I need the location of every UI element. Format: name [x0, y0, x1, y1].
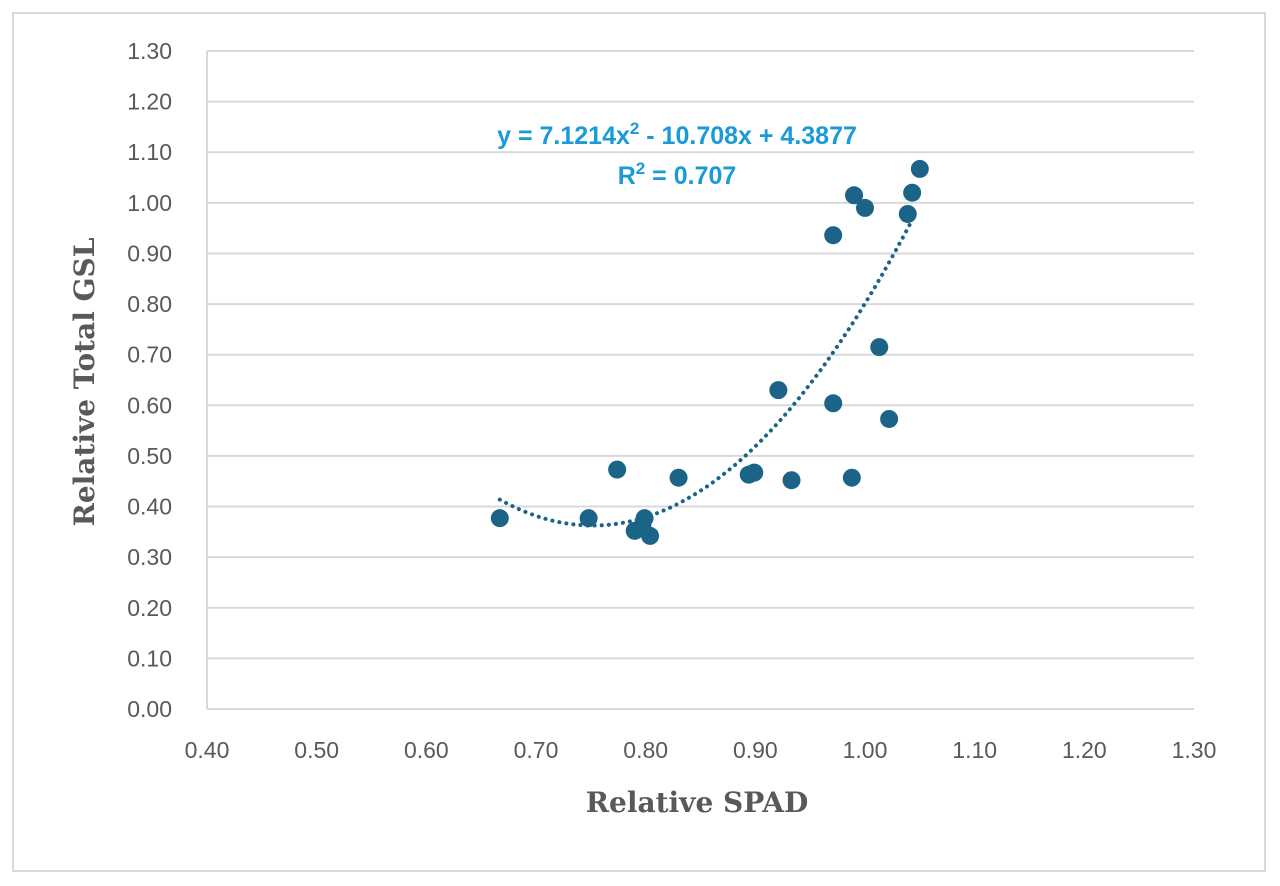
data-point	[880, 409, 899, 428]
data-point	[845, 186, 864, 205]
data-point	[824, 394, 843, 413]
x-tick-label: 0.50	[294, 737, 339, 763]
y-tick-label: 0.60	[127, 392, 172, 418]
y-tick-label: 1.20	[127, 89, 172, 115]
trendline-layer	[497, 213, 917, 528]
y-tick-label: 0.20	[127, 595, 172, 621]
data-point	[608, 460, 627, 479]
x-tick-label: 1.30	[1172, 737, 1217, 763]
data-point	[856, 198, 874, 217]
x-tick-label: 1.00	[843, 737, 888, 763]
data-point	[903, 183, 922, 202]
data-point	[870, 338, 889, 357]
tick-labels: 0.00 0.10 0.20 0.30 0.40 0.50 0.60 0.70 0.80 0.90…	[127, 38, 1216, 763]
r-squared-tail: = 0.707	[645, 162, 736, 190]
x-tick-label: 0.60	[404, 737, 449, 763]
y-axis-title: Relative Total GSL	[68, 237, 101, 526]
data-points	[490, 159, 929, 545]
y-tick-label: 1.30	[127, 38, 172, 64]
y-tick-label: 0.10	[127, 645, 172, 671]
data-point	[769, 381, 788, 400]
x-tick-label: 0.90	[733, 737, 778, 763]
x-tick-label: 0.40	[185, 737, 230, 763]
data-point	[782, 471, 801, 490]
y-tick-label: 0.30	[127, 544, 172, 570]
y-tick-label: 0.80	[127, 291, 172, 317]
data-point	[745, 463, 764, 482]
chart-area	[12, 12, 1266, 872]
x-tick-label: 0.70	[514, 737, 559, 763]
r-squared-label: R2 = 0.707	[618, 159, 737, 190]
data-point	[910, 159, 929, 178]
data-point	[635, 509, 654, 528]
x-tick-label: 0.80	[623, 737, 668, 763]
gridlines	[207, 50, 1194, 660]
axes	[206, 51, 1194, 710]
data-point	[579, 509, 598, 528]
y-tick-label: 0.50	[127, 443, 172, 469]
data-point	[669, 468, 688, 487]
trendline-equation-lead: y = 7.1214x	[497, 122, 630, 150]
x-tick-label: 1.10	[952, 737, 997, 763]
x-axis-title: Relative SPAD	[586, 786, 809, 819]
data-point	[490, 509, 509, 528]
x-tick-label: 1.20	[1062, 737, 1107, 763]
data-point	[842, 468, 861, 487]
data-point	[641, 526, 660, 545]
y-tick-label: 1.10	[127, 139, 172, 165]
trendline-equation: y = 7.1214x2 - 10.708x + 4.3877	[497, 119, 857, 150]
data-point	[824, 226, 843, 245]
y-tick-label: 1.00	[127, 190, 172, 216]
r-squared-exponent: 2	[636, 159, 645, 178]
trendline	[497, 213, 917, 528]
trendline-equation-tail: - 10.708x + 4.3877	[639, 122, 857, 150]
y-tick-label: 0.00	[127, 696, 172, 722]
r-squared-lead: R	[618, 162, 636, 190]
data-point	[898, 204, 917, 223]
y-tick-label: 0.90	[127, 240, 172, 266]
y-tick-label: 0.70	[127, 342, 172, 368]
trendline-equation-exponent: 2	[630, 119, 639, 138]
y-tick-label: 0.40	[127, 494, 172, 520]
